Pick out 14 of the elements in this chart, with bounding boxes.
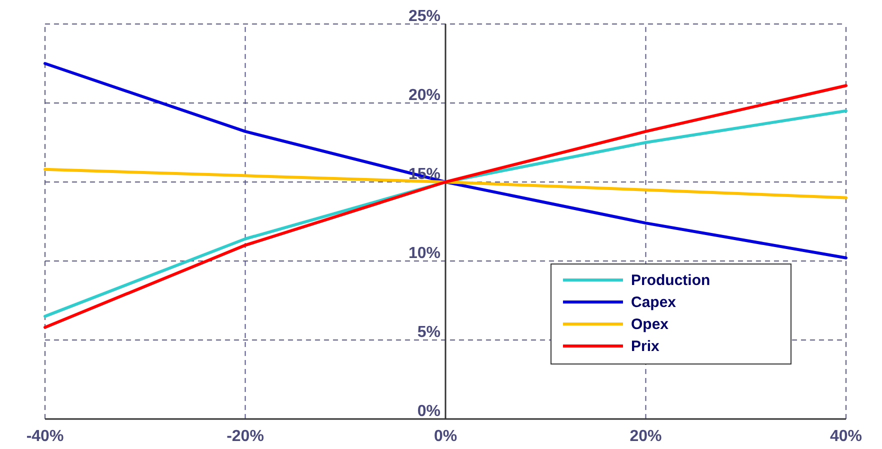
y-tick-label: 25% bbox=[408, 8, 440, 25]
legend-label: Opex bbox=[631, 316, 670, 333]
y-tick-label: 10% bbox=[408, 245, 440, 262]
legend-label: Prix bbox=[631, 338, 660, 355]
legend-label: Capex bbox=[631, 294, 677, 311]
legend-label: Production bbox=[631, 272, 710, 289]
x-tick-label: 20% bbox=[630, 428, 662, 445]
y-tick-label: 5% bbox=[417, 324, 440, 341]
x-tick-label: 0% bbox=[434, 428, 458, 445]
x-tick-label: -40% bbox=[26, 428, 64, 445]
x-tick-label: -20% bbox=[226, 428, 264, 445]
y-tick-label: 0% bbox=[417, 403, 440, 420]
y-tick-label: 20% bbox=[408, 87, 440, 104]
x-tick-label: 40% bbox=[830, 428, 862, 445]
